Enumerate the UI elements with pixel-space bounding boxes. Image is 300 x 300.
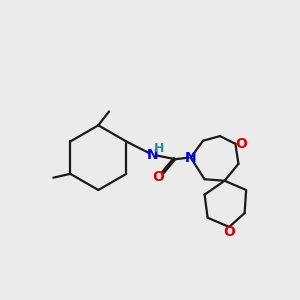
Text: O: O <box>235 137 247 151</box>
Text: O: O <box>223 225 235 238</box>
Text: N: N <box>146 148 158 162</box>
Text: N: N <box>185 151 197 165</box>
Text: O: O <box>152 170 164 184</box>
Text: H: H <box>154 142 164 155</box>
